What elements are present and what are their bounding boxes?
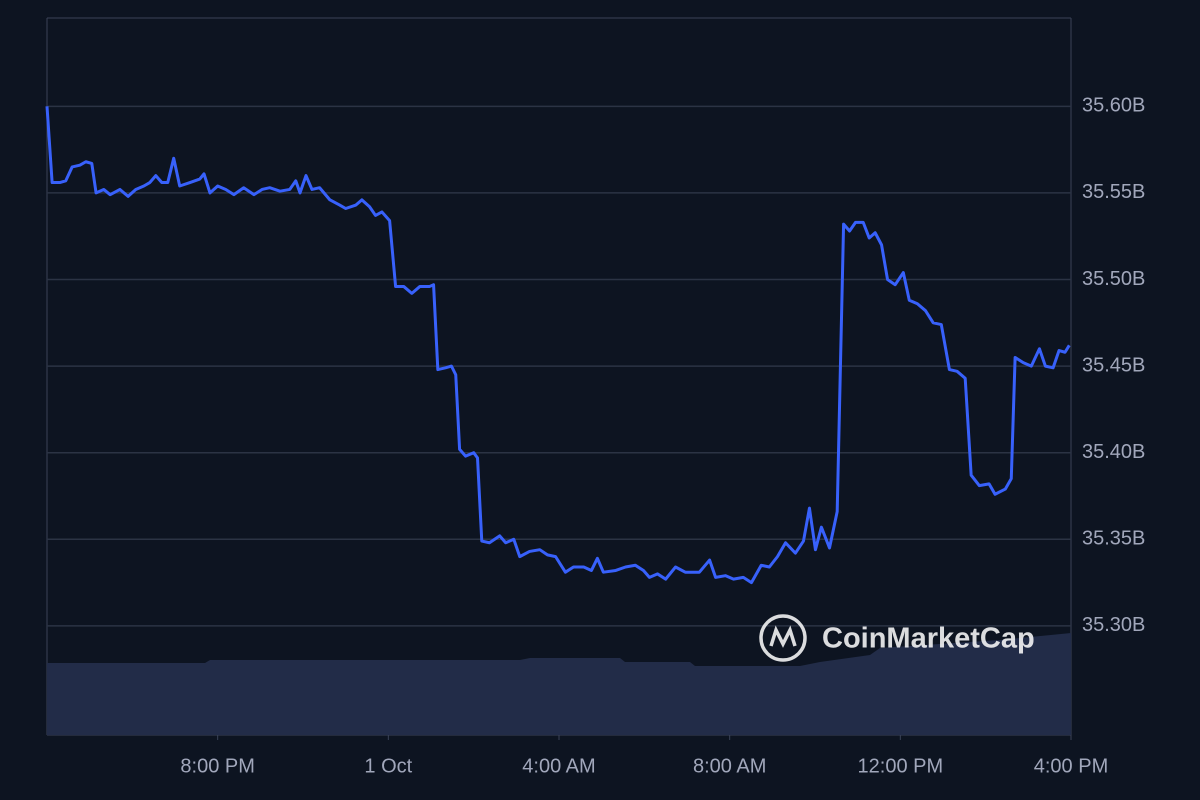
watermark: CoinMarketCap [822,623,1035,655]
x-tick-label: 12:00 PM [858,755,944,777]
y-tick-label: 35.40B [1082,441,1145,463]
y-tick-label: 35.35B [1082,528,1145,550]
x-tick-label: 8:00 AM [693,755,766,777]
y-tick-label: 35.55B [1082,181,1145,203]
watermark-logo [759,614,807,662]
x-tick-label: 8:00 PM [180,755,254,777]
x-tick-label: 4:00 PM [1034,755,1108,777]
volume-band [47,633,1071,735]
x-tick-label: 1 Oct [364,755,412,777]
y-tick-label: 35.45B [1082,354,1145,376]
y-tick-label: 35.60B [1082,95,1145,117]
x-tick-label: 4:00 AM [522,755,595,777]
price-line [45,106,1071,585]
y-tick-label: 35.50B [1082,268,1145,290]
y-tick-label: 35.30B [1082,614,1145,636]
